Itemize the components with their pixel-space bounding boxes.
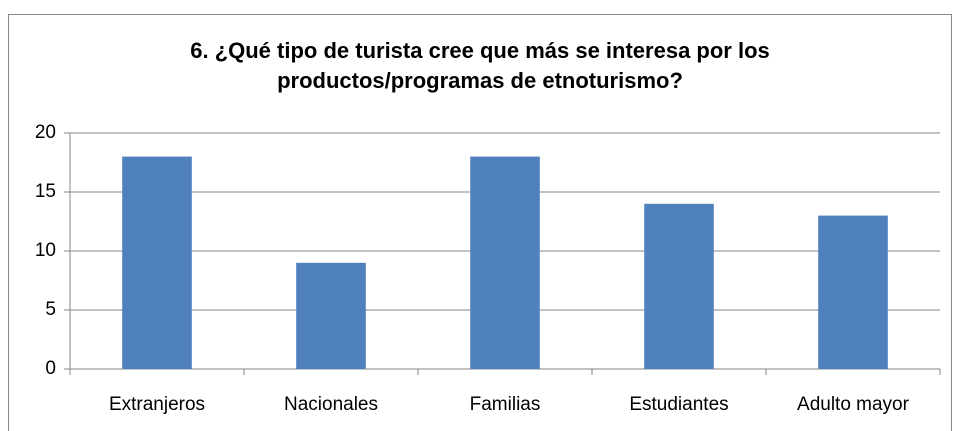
y-tick-label: 5 xyxy=(45,299,56,320)
bar xyxy=(470,156,540,369)
chart-frame xyxy=(8,14,952,431)
y-tick-label: 0 xyxy=(45,358,56,379)
bar xyxy=(296,262,366,369)
chart-title: 6. ¿Qué tipo de turista cree que más se … xyxy=(190,38,770,93)
x-tick-label: Adulto mayor xyxy=(797,394,910,415)
y-tick-label: 20 xyxy=(35,122,56,143)
y-tick-label: 10 xyxy=(35,240,56,261)
bar xyxy=(644,203,714,369)
bar xyxy=(122,156,192,369)
x-tick-label: Estudiantes xyxy=(629,394,728,415)
x-tick-label: Nacionales xyxy=(284,394,378,415)
y-tick-label: 15 xyxy=(35,181,56,202)
bar xyxy=(818,215,888,369)
x-tick-label: Extranjeros xyxy=(109,394,205,415)
x-tick-label: Familias xyxy=(470,394,541,415)
